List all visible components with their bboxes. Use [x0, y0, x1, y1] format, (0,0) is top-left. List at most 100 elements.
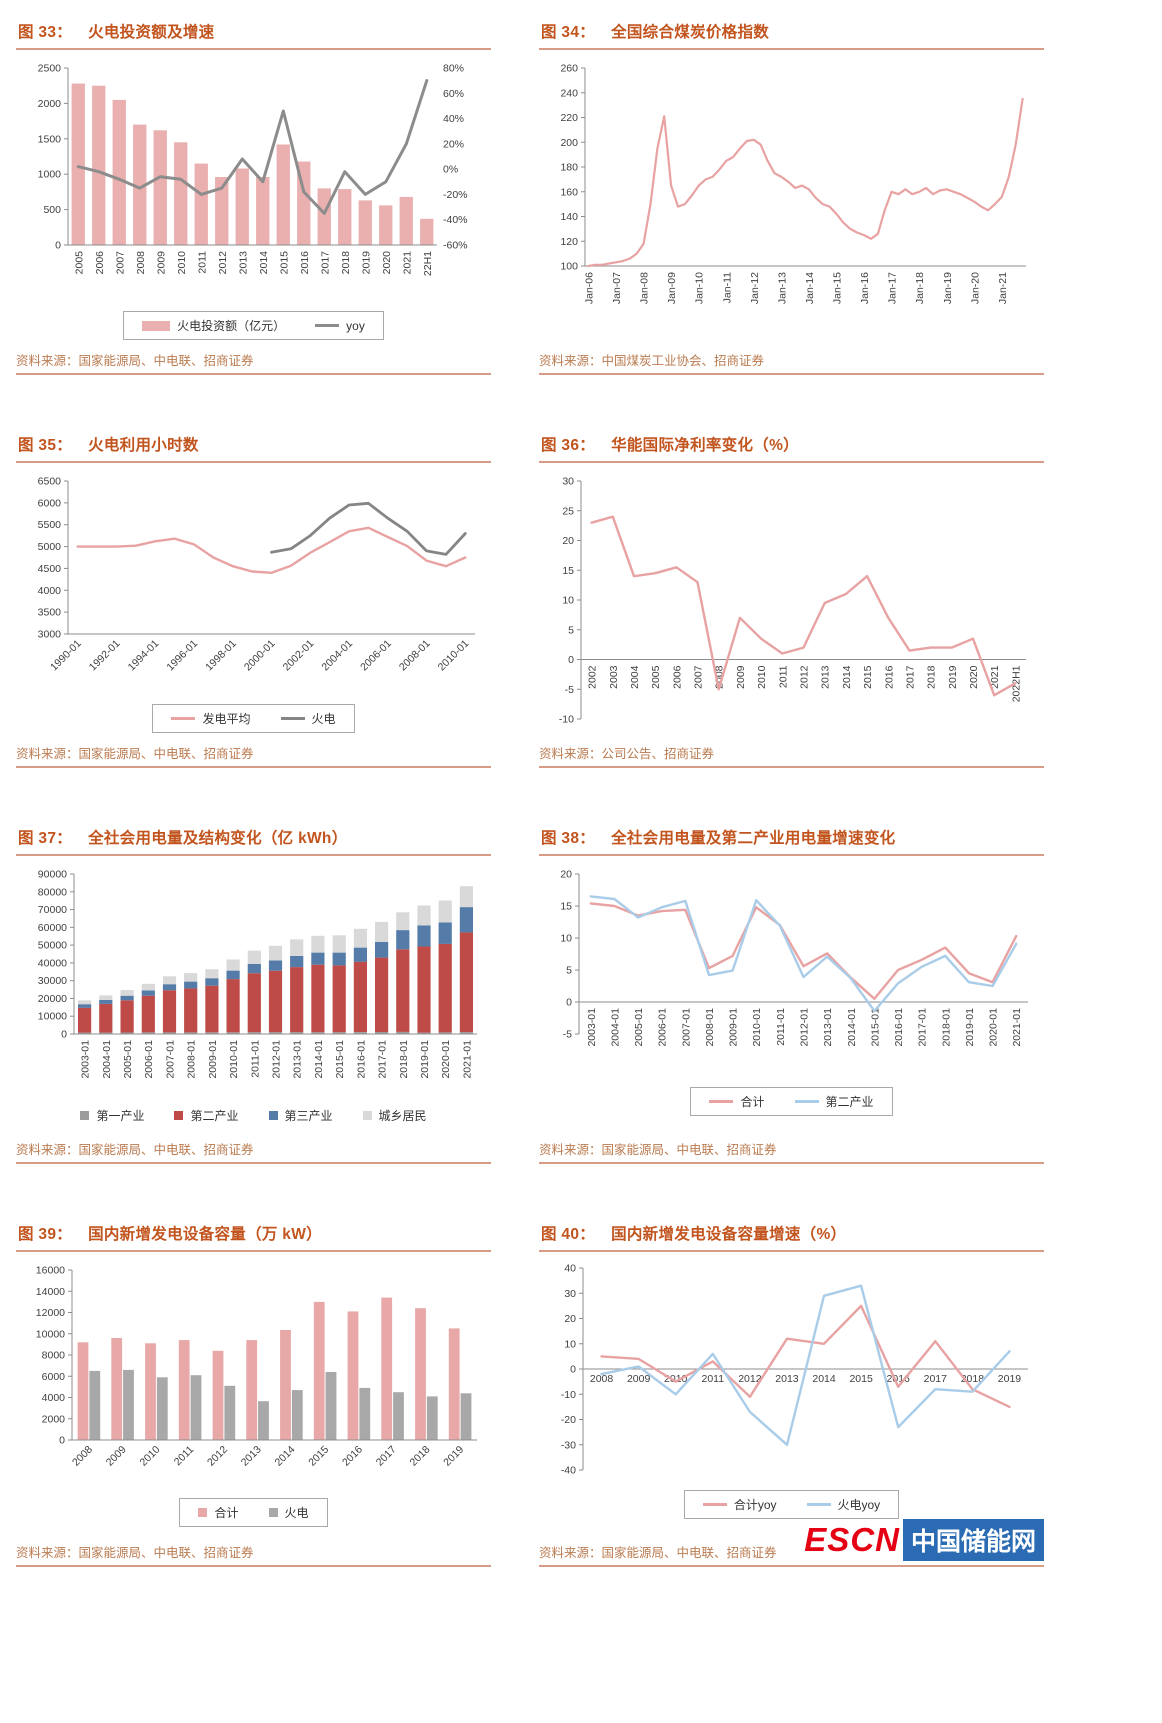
legend-label: 第一产业: [96, 1109, 145, 1123]
legend-label: 火电: [311, 712, 336, 726]
svg-text:500: 500: [43, 204, 61, 216]
svg-text:2012-01: 2012-01: [799, 1008, 811, 1047]
figure-caption: 图 33： 火电投资额及增速: [16, 18, 491, 48]
legend-box: 合计 第二产业: [690, 1087, 893, 1116]
svg-text:Jan-19: Jan-19: [942, 272, 954, 304]
escn-logo: ESCN 中国储能网: [804, 1519, 1044, 1561]
svg-text:2500: 2500: [38, 63, 62, 75]
legend-item: 火电: [268, 1504, 309, 1521]
chart-legend: 合计 第二产业: [539, 1087, 1044, 1116]
caption-divider: [539, 1250, 1044, 1252]
svg-text:2017: 2017: [904, 665, 916, 689]
svg-text:2018: 2018: [407, 1444, 432, 1469]
legend-label: 火电投资额（亿元）: [177, 319, 286, 333]
svg-text:260: 260: [560, 63, 578, 75]
svg-text:2013: 2013: [820, 665, 832, 689]
caption-divider: [16, 1250, 491, 1252]
svg-text:1500: 1500: [38, 133, 62, 145]
svg-text:2010-01: 2010-01: [751, 1008, 763, 1047]
svg-text:2005: 2005: [73, 251, 85, 275]
svg-text:2015-01: 2015-01: [869, 1008, 881, 1047]
panel-fig34: 图 34： 全国综合煤炭价格指数 100 120 140 160 180 200 220 240…: [539, 18, 1044, 375]
figure-caption: 图 36： 华能国际净利率变化（%）: [539, 431, 1044, 461]
svg-text:2012: 2012: [217, 251, 229, 275]
svg-text:240: 240: [560, 87, 578, 99]
svg-text:4000: 4000: [42, 1392, 66, 1404]
legend-swatch: [315, 324, 340, 327]
svg-text:2015: 2015: [278, 251, 290, 275]
figure-number: 图 39：: [18, 1226, 73, 1243]
svg-text:15: 15: [562, 565, 574, 577]
legend-swatch: [80, 1111, 90, 1120]
svg-text:2021-01: 2021-01: [1011, 1008, 1023, 1047]
svg-text:2010: 2010: [756, 665, 768, 689]
svg-text:2015: 2015: [849, 1373, 873, 1385]
legend-swatch: [806, 1503, 831, 1506]
svg-text:2006-01: 2006-01: [358, 638, 394, 674]
legend-swatch: [702, 1503, 727, 1506]
svg-text:2016-01: 2016-01: [893, 1008, 905, 1047]
svg-text:2014: 2014: [841, 665, 853, 689]
chart-fig39: 0 2000 4000 6000 8000 10000 12000 14000 16000 200…: [36, 1265, 477, 1469]
chart-fig33: 0 500 1000 1500 2000 2500 -60% -40% -20% 0% 20% 40%…: [38, 63, 468, 277]
svg-text:10: 10: [560, 933, 572, 945]
svg-text:22H1: 22H1: [422, 251, 434, 276]
legend-box: 发电平均 火电: [152, 704, 355, 733]
svg-text:2013-01: 2013-01: [292, 1040, 304, 1079]
svg-text:2015: 2015: [862, 665, 874, 689]
svg-text:2010-01: 2010-01: [228, 1040, 240, 1079]
svg-text:2018-01: 2018-01: [398, 1040, 410, 1079]
svg-text:90000: 90000: [38, 869, 67, 881]
panel-divider: [539, 1565, 1044, 1567]
svg-text:2009: 2009: [627, 1373, 651, 1385]
svg-text:2004-01: 2004-01: [101, 1040, 113, 1079]
svg-text:2009: 2009: [104, 1444, 129, 1469]
svg-text:2014: 2014: [258, 251, 270, 275]
svg-text:100: 100: [560, 261, 578, 273]
svg-text:2017: 2017: [374, 1444, 399, 1469]
svg-text:Jan-13: Jan-13: [776, 272, 788, 304]
legend-box: 第一产业 第二产业 第三产业 城乡居民: [62, 1102, 444, 1129]
chart-fig38: -5 0 5 10 15 20 2003-01 2004-01 2005-01 2006-01 20…: [560, 869, 1028, 1047]
legend-item: 第二产业: [174, 1107, 239, 1124]
svg-text:2019-01: 2019-01: [419, 1040, 431, 1079]
svg-text:2018: 2018: [340, 251, 352, 275]
svg-text:40: 40: [564, 1263, 576, 1275]
svg-text:2013: 2013: [775, 1373, 799, 1385]
svg-text:70000: 70000: [38, 904, 67, 916]
svg-text:2012: 2012: [738, 1373, 762, 1385]
svg-text:60000: 60000: [38, 922, 67, 934]
svg-text:5: 5: [566, 965, 572, 977]
svg-text:2007: 2007: [114, 251, 126, 275]
legend-swatch: [142, 320, 171, 331]
svg-text:2013-01: 2013-01: [822, 1008, 834, 1047]
svg-text:6500: 6500: [38, 476, 62, 488]
svg-text:Jan-12: Jan-12: [749, 272, 761, 304]
svg-text:Jan-08: Jan-08: [639, 272, 651, 304]
figure-caption: 图 38： 全社会用电量及第二产业用电量增速变化: [539, 824, 1044, 854]
svg-text:10000: 10000: [36, 1328, 65, 1340]
svg-text:2013: 2013: [239, 1444, 264, 1469]
svg-text:0: 0: [55, 240, 61, 252]
panel-divider: [539, 1162, 1044, 1164]
legend-label: 第二产业: [825, 1095, 874, 1109]
chart-legend: 第一产业 第二产业 第三产业 城乡居民: [16, 1102, 491, 1129]
figure-title: 火电利用小时数: [88, 437, 199, 454]
figure-caption: 图 40： 国内新增发电设备容量增速（%）: [539, 1220, 1044, 1250]
svg-text:25: 25: [562, 505, 574, 517]
svg-text:12000: 12000: [36, 1307, 65, 1319]
svg-text:2012: 2012: [205, 1444, 230, 1469]
caption-divider: [16, 48, 491, 50]
figure-title: 全社会用电量及第二产业用电量增速变化: [611, 830, 896, 847]
legend-item: 第一产业: [80, 1107, 144, 1124]
svg-text:2005-01: 2005-01: [633, 1008, 645, 1047]
svg-text:2011: 2011: [196, 251, 208, 274]
legend-label: 合计yoy: [733, 1498, 777, 1512]
legend-item: 火电投资额（亿元）: [142, 317, 285, 334]
svg-text:2010: 2010: [176, 251, 188, 275]
svg-text:0: 0: [570, 1364, 576, 1376]
legend-item: 第三产业: [268, 1107, 333, 1124]
panel-fig35: 图 35： 火电利用小时数 3000 3500 4000 4500 5000 5500 600…: [16, 431, 491, 768]
svg-text:0: 0: [566, 997, 572, 1009]
svg-text:2014-01: 2014-01: [846, 1008, 858, 1047]
